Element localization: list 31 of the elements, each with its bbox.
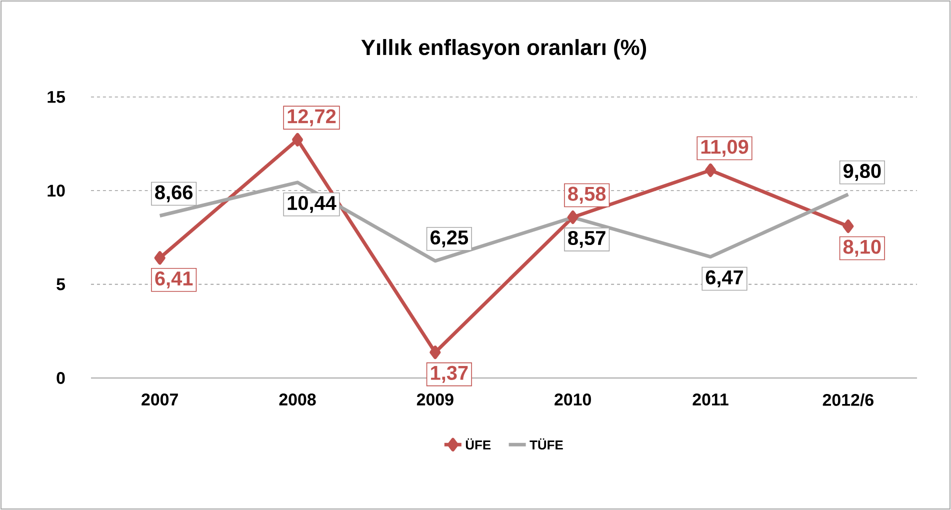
point bbox=[842, 220, 854, 233]
data-label: 8,57 bbox=[568, 230, 606, 248]
x-tick-label: 2012/6 bbox=[822, 394, 874, 406]
data-label: 12,72 bbox=[288, 109, 336, 126]
legend-label: ÜFE bbox=[466, 438, 491, 450]
data-label: 9,80 bbox=[843, 164, 881, 181]
data-label: 10,44 bbox=[288, 196, 336, 213]
x-tick-label: 2010 bbox=[554, 394, 591, 406]
legend-label: TÜFE bbox=[530, 438, 563, 450]
chart-title: Yıllık enflasyon oranları (%) bbox=[361, 39, 646, 60]
x-tick-label: 2011 bbox=[692, 394, 728, 406]
x-tick-label: 2007 bbox=[142, 394, 178, 406]
y-tick-label: 10 bbox=[48, 184, 65, 197]
y-tick-label: 5 bbox=[56, 278, 66, 290]
x-tick-label: 2009 bbox=[416, 394, 454, 406]
point bbox=[430, 346, 441, 360]
point bbox=[705, 163, 716, 177]
y-tick-label: 15 bbox=[48, 91, 66, 103]
y-tick-label: 0 bbox=[56, 372, 65, 384]
data-label: 8,58 bbox=[568, 186, 606, 204]
data-label: 6,41 bbox=[155, 271, 193, 288]
data-label: 8,10 bbox=[843, 240, 881, 257]
data-label: 6,47 bbox=[706, 270, 744, 288]
point bbox=[292, 132, 304, 146]
data-label: 6,25 bbox=[430, 230, 468, 248]
point bbox=[154, 251, 166, 265]
point bbox=[567, 210, 578, 224]
data-label: 8,66 bbox=[155, 185, 193, 202]
data-label: 1,37 bbox=[431, 366, 468, 383]
data-label: 11,09 bbox=[701, 140, 748, 157]
x-tick-label: 2008 bbox=[279, 394, 316, 406]
